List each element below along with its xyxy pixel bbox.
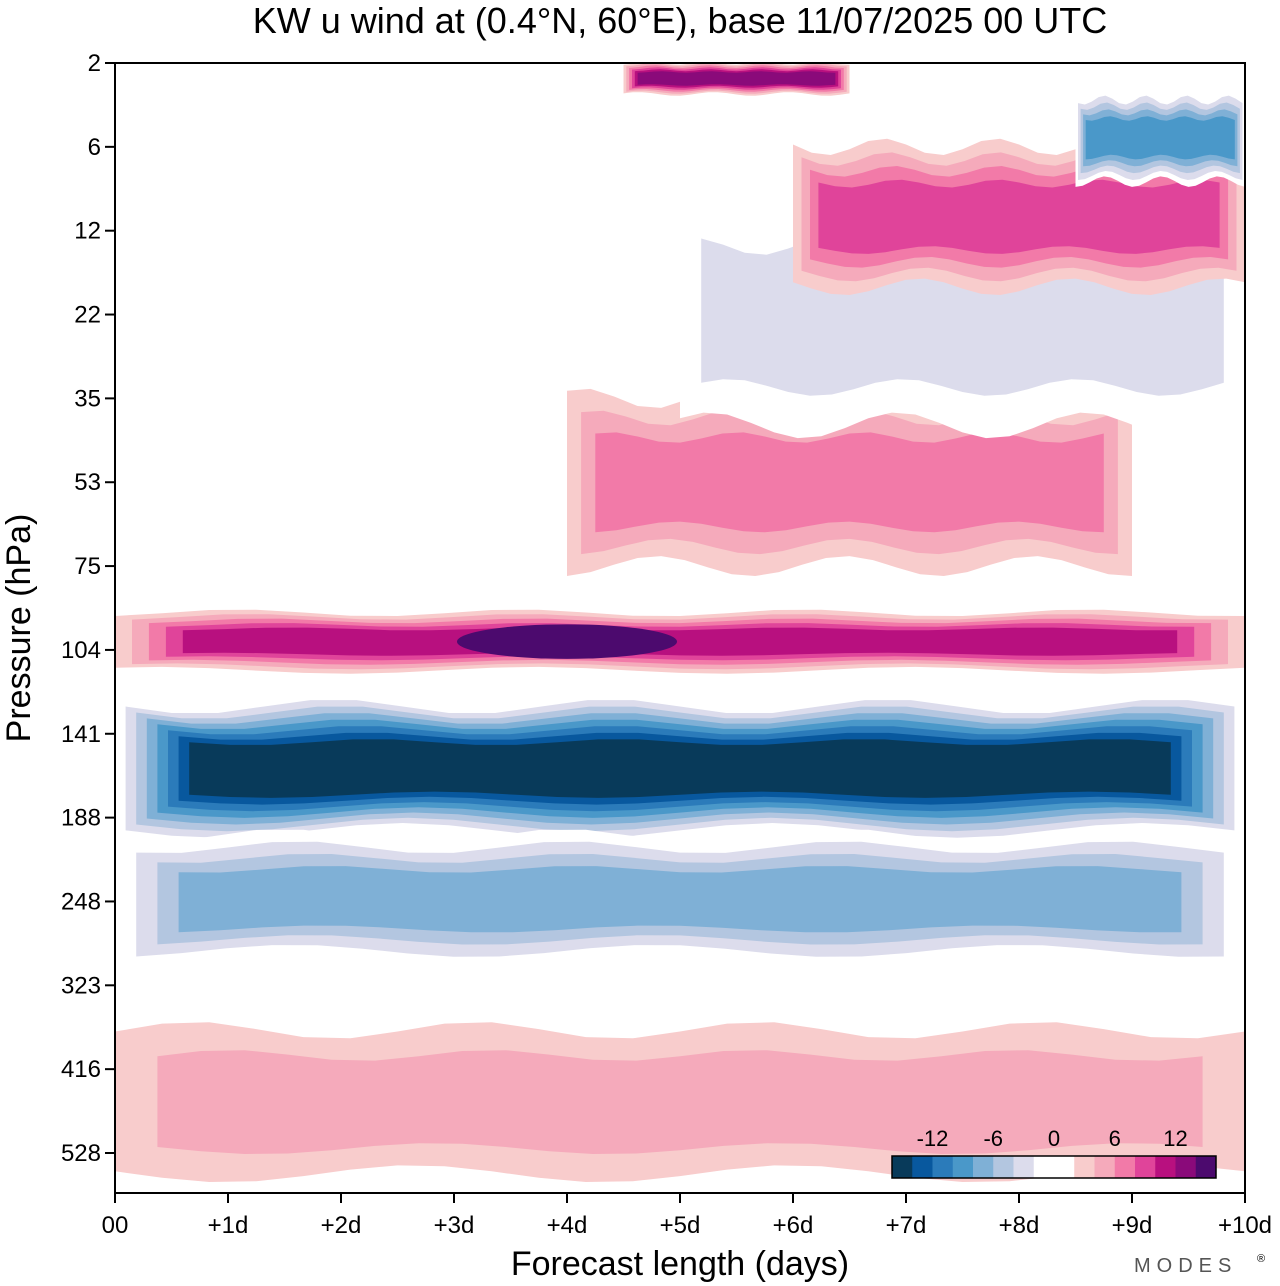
colorbar-swatch <box>1074 1156 1095 1178</box>
y-tick-label: 141 <box>61 721 101 748</box>
y-tick-label: 528 <box>61 1140 101 1167</box>
contour-region <box>157 1050 1203 1154</box>
x-tick-label: +9d <box>1112 1212 1153 1239</box>
y-tick-label: 248 <box>61 888 101 915</box>
colorbar-swatch <box>912 1156 933 1178</box>
colorbar-swatch <box>1054 1156 1075 1178</box>
y-tick-label: 75 <box>74 553 101 580</box>
x-axis-label: Forecast length (days) <box>511 1245 849 1283</box>
contour-region <box>818 179 1220 254</box>
contour-field <box>115 63 1245 1182</box>
colorbar-frame <box>891 1155 1217 1179</box>
colorbar-swatch <box>1114 1156 1136 1178</box>
x-tick-label: +1d <box>208 1212 249 1239</box>
contour-maximum <box>457 624 677 659</box>
x-tick-label: +4d <box>547 1212 588 1239</box>
colorbar-label: -6 <box>983 1126 1003 1151</box>
y-tick-label: 416 <box>61 1056 101 1083</box>
contour-region <box>637 71 836 86</box>
y-tick-label: 35 <box>74 385 101 412</box>
y-tick-label: 6 <box>88 134 101 161</box>
colorbar-swatch <box>1135 1156 1156 1178</box>
y-tick-label: 323 <box>61 972 101 999</box>
y-tick-label: 2 <box>88 50 101 77</box>
colorbar-label: 12 <box>1163 1126 1187 1151</box>
contour-region <box>595 432 1104 533</box>
colorbar: -12 -6 0 6 12 <box>891 1126 1217 1179</box>
contour-region <box>182 627 1178 656</box>
colorbar-swatch <box>932 1156 954 1178</box>
x-tick-label: +5d <box>660 1212 701 1239</box>
colorbar-swatch <box>993 1156 1014 1178</box>
colorbar-swatch <box>1094 1156 1116 1178</box>
y-tick-label: 104 <box>61 637 101 664</box>
brand-text: MODES <box>1134 1255 1237 1277</box>
colorbar-swatch <box>1033 1156 1055 1178</box>
colorbar-swatch <box>1195 1156 1217 1178</box>
colorbar-swatch <box>1013 1156 1035 1178</box>
y-tick-label: 12 <box>74 218 101 245</box>
x-tick-label: 00 <box>102 1212 129 1239</box>
x-tick-label: +6d <box>773 1212 814 1239</box>
colorbar-swatch <box>1155 1156 1176 1178</box>
x-tick-label: +8d <box>999 1212 1040 1239</box>
x-axis: 00 +1d +2d +3d +4d +5d +6d +7d +8d +9d +10d <box>102 1193 1272 1239</box>
x-tick-label: +7d <box>886 1212 927 1239</box>
contour-region <box>1085 116 1235 160</box>
colorbar-swatch <box>973 1156 994 1178</box>
y-tick-label: 22 <box>74 302 101 329</box>
colorbar-label: 6 <box>1109 1126 1121 1151</box>
y-tick-label: 188 <box>61 805 101 832</box>
brand-mark: ® <box>1257 1253 1265 1265</box>
y-tick-label: 53 <box>74 469 101 496</box>
contour-region <box>189 739 1171 798</box>
x-tick-label: +2d <box>321 1212 362 1239</box>
x-tick-label: +10d <box>1218 1212 1272 1239</box>
chart-title: KW u wind at (0.4°N, 60°E), base 11/07/2… <box>253 0 1108 41</box>
colorbar-swatch <box>952 1156 974 1178</box>
colorbar-label: -12 <box>917 1126 949 1151</box>
contour-region <box>178 866 1182 933</box>
colorbar-label: 0 <box>1048 1126 1060 1151</box>
y-axis-label: Pressure (hPa) <box>0 514 38 743</box>
y-axis: 2 6 12 22 35 53 75 104 141 188 248 323 416 528 <box>61 50 115 1167</box>
colorbar-swatch <box>1175 1156 1197 1178</box>
colorbar-swatch <box>892 1156 913 1178</box>
x-tick-label: +3d <box>434 1212 475 1239</box>
